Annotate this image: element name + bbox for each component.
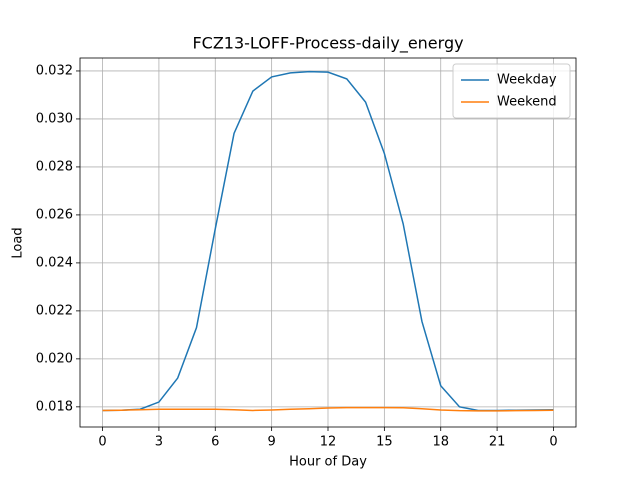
line-series — [102, 406, 554, 412]
legend-label: Weekday — [497, 73, 557, 88]
y-tick-label: 0.026 — [36, 207, 73, 222]
y-tick-label: 0.030 — [36, 111, 73, 126]
x-tick-label: 6 — [211, 435, 219, 450]
x-tick-label: 9 — [267, 435, 275, 450]
y-tick-label: 0.032 — [36, 63, 73, 78]
legend-label: Weekend — [497, 95, 557, 110]
x-tick-label: 3 — [155, 435, 163, 450]
y-tick-label: 0.020 — [36, 351, 73, 366]
x-tick-label: 0 — [549, 435, 557, 450]
y-tick-label: 0.028 — [36, 159, 73, 174]
plot-frame — [79, 57, 577, 428]
x-tick-label: 0 — [98, 435, 106, 450]
y-tick-label: 0.024 — [36, 255, 73, 270]
y-tick-label: 0.022 — [36, 303, 73, 318]
x-tick-label: 21 — [489, 435, 506, 450]
x-axis-label: Hour of Day — [289, 455, 367, 470]
x-tick-label: 12 — [320, 435, 337, 450]
x-tick-label: 15 — [376, 435, 393, 450]
x-tick-label: 18 — [432, 435, 449, 450]
y-tick-label: 0.018 — [36, 399, 73, 414]
y-axis-label: Load — [11, 227, 26, 258]
legend-box — [452, 63, 571, 119]
chart-title: FCZ13-LOFF-Process-daily_energy — [192, 34, 463, 54]
